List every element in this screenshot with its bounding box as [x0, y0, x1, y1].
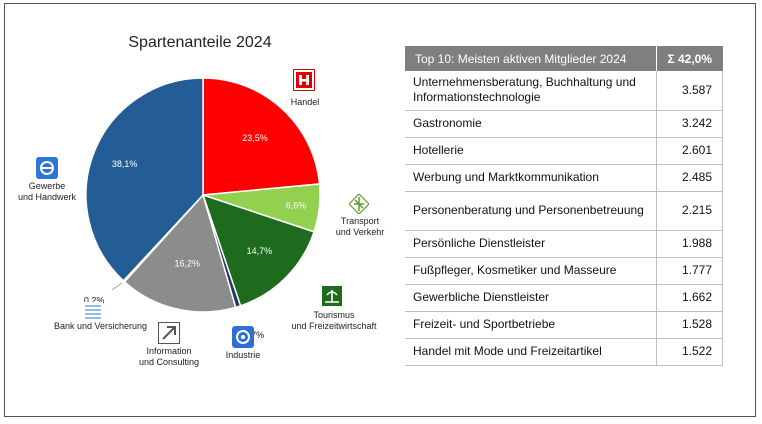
label-tourismus-line: Tourismus: [313, 310, 355, 320]
pie-slice-information-und-consulting: [123, 193, 237, 313]
row-name: Fußpfleger, Kosmetiker und Masseure: [405, 257, 657, 285]
row-value: 1.777: [656, 257, 723, 285]
pie-slice-handel: [202, 77, 321, 196]
gewerbe-icon: [36, 157, 58, 179]
table-header-title: Top 10: Meisten aktiven Mitglieder 2024: [405, 46, 657, 71]
pie-slice-gewerbe-und-handwerk: [85, 77, 204, 282]
table-row: Personenberatung und Personenbetreuung 2…: [405, 191, 723, 231]
pie-slice-label: 6,6%: [286, 201, 307, 211]
table-header-sum: Σ 42,0%: [656, 46, 723, 71]
label-industrie: Industrie: [220, 350, 266, 361]
pie-slice-label: 14,7%: [247, 246, 273, 256]
label-tourismus-line: und Freizeitwirtschaft: [291, 321, 377, 331]
row-name: Hotellerie: [405, 137, 657, 165]
label-bank-line: Bank und Versicherung: [54, 321, 148, 331]
label-transport-line: und Verkehr: [335, 227, 385, 237]
row-name: Werbung und Marktkommunikation: [405, 164, 657, 192]
label-tourismus: Tourismus und Freizeitwirtschaft: [284, 310, 384, 332]
table-row: Gastronomie 3.242: [405, 110, 723, 138]
table-row: Hotellerie 2.601: [405, 137, 723, 165]
row-value: 1.528: [656, 311, 723, 339]
row-value: 1.662: [656, 284, 723, 312]
label-transport-line: Transport: [340, 216, 380, 226]
industrie-icon: [232, 326, 254, 348]
label-gewerbe-line: und Handwerk: [17, 192, 77, 202]
table-header-row: Top 10: Meisten aktiven Mitglieder 2024 …: [405, 46, 723, 71]
table-row: Werbung und Marktkommunikation 2.485: [405, 164, 723, 192]
table-row: Persönliche Dienstleister 1.988: [405, 230, 723, 258]
bank-icon: [83, 302, 103, 320]
handel-icon: [293, 69, 315, 91]
row-value: 3.587: [656, 71, 723, 111]
row-name: Personenberatung und Personenbetreuung: [405, 191, 657, 231]
row-name: Unternehmensberatung, Buchhaltung und In…: [405, 71, 657, 111]
top10-table: Top 10: Meisten aktiven Mitglieder 2024 …: [405, 46, 723, 366]
table-row: Fußpfleger, Kosmetiker und Masseure 1.77…: [405, 257, 723, 285]
row-name: Freizeit- und Sportbetriebe: [405, 311, 657, 339]
bank-leader-line: [111, 282, 123, 291]
row-value: 1.988: [656, 230, 723, 258]
pie-slice-label: 16,2%: [174, 258, 200, 268]
tourismus-icon: [322, 286, 342, 306]
pie-slice-label: 0,2%: [84, 296, 105, 306]
pie-slice-label: 38,1%: [112, 159, 138, 169]
label-information: Information und Consulting: [134, 346, 204, 368]
row-name: Handel mit Mode und Freizeitartikel: [405, 338, 657, 366]
pie-slice-label: 23,5%: [242, 133, 268, 143]
row-value: 1.522: [656, 338, 723, 366]
row-value: 3.242: [656, 110, 723, 138]
table-row: Unternehmensberatung, Buchhaltung und In…: [405, 71, 723, 111]
label-industrie-line: Industrie: [225, 350, 261, 360]
label-transport: Transport und Verkehr: [332, 216, 388, 238]
row-value: 2.215: [656, 191, 723, 231]
chart-title: Spartenanteile 2024: [128, 34, 272, 51]
transport-icon: [349, 194, 369, 214]
label-handel: Handel: [285, 97, 325, 108]
label-gewerbe-line: Gewerbe: [28, 181, 66, 191]
label-bank: Bank und Versicherung: [54, 321, 148, 332]
information-icon: [158, 322, 180, 344]
table-row: Gewerbliche Dienstleister 1.662: [405, 284, 723, 312]
table-row: Freizeit- und Sportbetriebe 1.528: [405, 311, 723, 339]
pie-slice-tourismus-und-freizeitwirtschaft: [201, 193, 315, 307]
row-name: Persönliche Dienstleister: [405, 230, 657, 258]
row-value: 2.485: [656, 164, 723, 192]
row-value: 2.601: [656, 137, 723, 165]
row-name: Gewerbliche Dienstleister: [405, 284, 657, 312]
row-name: Gastronomie: [405, 110, 657, 138]
table-row: Handel mit Mode und Freizeitartikel 1.52…: [405, 338, 723, 366]
label-handel-line: Handel: [290, 97, 320, 107]
label-information-line: Information: [146, 346, 192, 356]
label-information-line: und Consulting: [138, 357, 200, 367]
label-gewerbe: Gewerbe und Handwerk: [14, 181, 80, 203]
